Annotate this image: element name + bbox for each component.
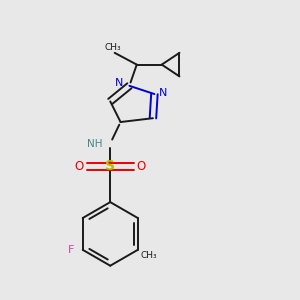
Text: O: O [74, 160, 84, 173]
Text: O: O [137, 160, 146, 173]
Text: N: N [159, 88, 167, 98]
Text: S: S [105, 159, 115, 173]
Text: CH₃: CH₃ [140, 250, 157, 260]
Text: CH₃: CH₃ [105, 43, 122, 52]
Text: F: F [68, 245, 74, 255]
Text: NH: NH [87, 139, 103, 148]
Text: N: N [115, 79, 123, 88]
